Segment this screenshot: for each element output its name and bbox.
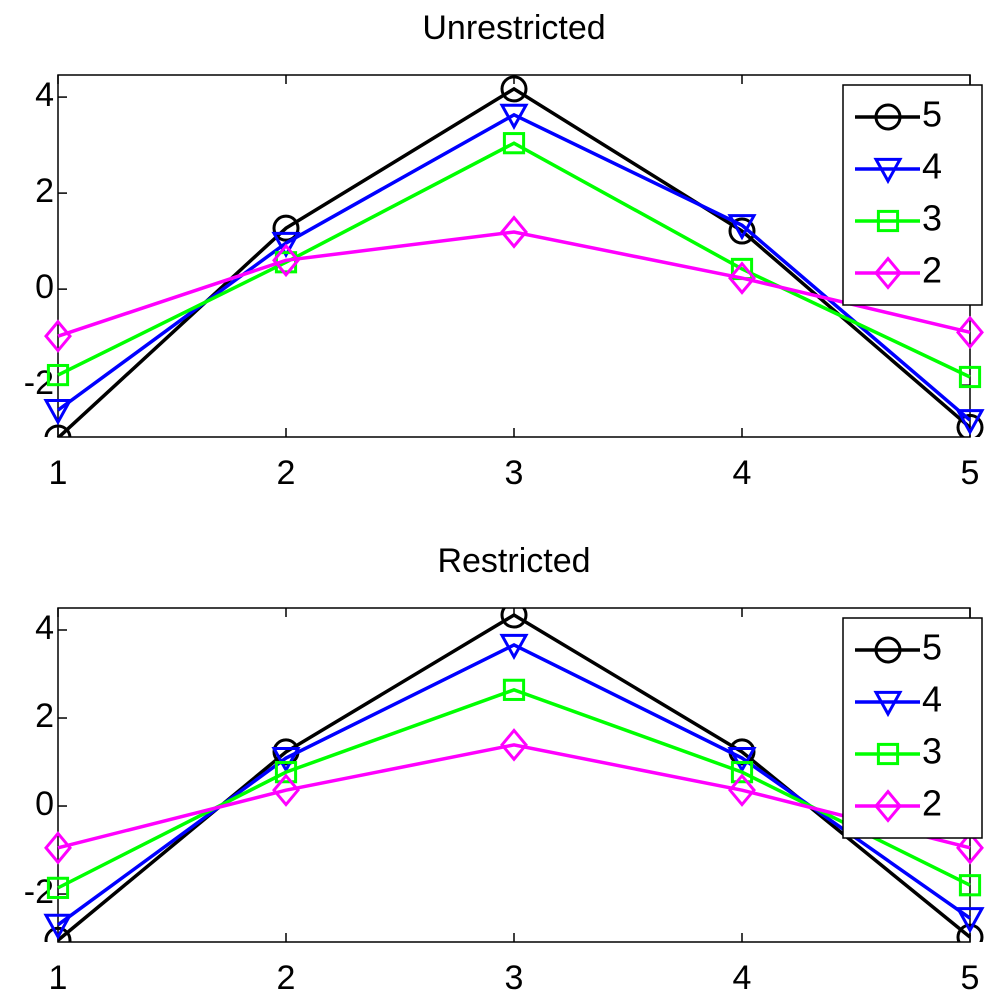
- marker: [272, 243, 300, 278]
- y-tick-label: 2: [35, 172, 54, 210]
- x-tick-label: 3: [505, 454, 524, 492]
- legend-label: 2: [922, 250, 942, 291]
- marker: [500, 75, 528, 103]
- marker: [876, 742, 900, 766]
- legend-label: 4: [922, 146, 942, 187]
- marker: [500, 215, 528, 249]
- chart-title: Unrestricted: [422, 9, 605, 47]
- legend: 5 4 3 2: [842, 84, 983, 306]
- series-line: [57, 687, 971, 890]
- marker: [874, 103, 902, 131]
- series-line: [57, 141, 971, 379]
- legend: 5 4 3 2: [842, 617, 983, 839]
- marker: [958, 365, 982, 389]
- marker: [43, 913, 73, 940]
- marker: [46, 363, 70, 387]
- marker: [728, 261, 756, 295]
- marker: [44, 926, 72, 942]
- marker: [499, 103, 529, 130]
- marker: [500, 608, 528, 629]
- marker: [873, 157, 903, 185]
- series-line: [56, 612, 972, 942]
- x-tick-label: 1: [49, 454, 68, 492]
- x-tick-label: 5: [961, 454, 980, 492]
- legend-box: [842, 84, 983, 306]
- y-tick-label: 2: [35, 697, 54, 735]
- marker: [44, 424, 72, 437]
- marker: [728, 217, 756, 245]
- marker: [874, 636, 902, 664]
- legend-label: 3: [922, 198, 942, 239]
- y-tick-label: 0: [35, 785, 54, 823]
- series-line: [56, 112, 972, 422]
- marker: [730, 761, 754, 784]
- chart-title: Restricted: [437, 542, 590, 580]
- marker: [43, 399, 73, 426]
- marker: [44, 319, 72, 353]
- marker: [271, 746, 301, 774]
- x-tick-label: 2: [277, 454, 296, 492]
- marker: [956, 413, 984, 437]
- marker: [272, 773, 300, 807]
- series-line: [57, 743, 971, 850]
- plot-area: [43, 75, 985, 437]
- marker: [955, 409, 985, 436]
- marker: [958, 874, 982, 897]
- marker: [272, 214, 300, 242]
- marker: [873, 690, 903, 718]
- marker: [274, 761, 298, 784]
- marker: [46, 876, 70, 899]
- marker: [727, 214, 757, 241]
- legend-label: 5: [922, 94, 942, 135]
- y-tick-label: 4: [35, 76, 54, 114]
- series-line: [57, 230, 971, 338]
- x-tick-label: 1: [49, 959, 68, 993]
- marker: [728, 773, 756, 807]
- x-tick-label: 3: [505, 959, 524, 993]
- y-tick-label: 0: [35, 268, 54, 306]
- marker: [502, 678, 526, 701]
- x-tick-label: 4: [733, 959, 752, 993]
- y-tick-label: 4: [35, 609, 54, 647]
- marker: [956, 315, 984, 350]
- marker: [874, 789, 902, 823]
- legend-label: 5: [922, 627, 942, 668]
- marker: [271, 231, 301, 259]
- marker: [956, 923, 984, 942]
- marker: [727, 746, 757, 774]
- legend-label: 3: [922, 731, 942, 772]
- legend-label: 2: [922, 783, 942, 824]
- marker: [955, 907, 985, 934]
- marker: [874, 256, 902, 290]
- marker: [44, 831, 72, 865]
- marker: [500, 728, 528, 762]
- marker: [499, 633, 529, 661]
- marker: [956, 831, 984, 865]
- legend-label: 4: [922, 679, 942, 720]
- legend-box: [842, 617, 983, 839]
- series-line: [56, 643, 972, 927]
- x-tick-label: 2: [277, 959, 296, 993]
- marker: [502, 132, 526, 155]
- plot-area: [43, 608, 985, 942]
- x-tick-label: 5: [961, 959, 980, 993]
- marker: [876, 209, 900, 233]
- x-tick-label: 4: [733, 454, 752, 492]
